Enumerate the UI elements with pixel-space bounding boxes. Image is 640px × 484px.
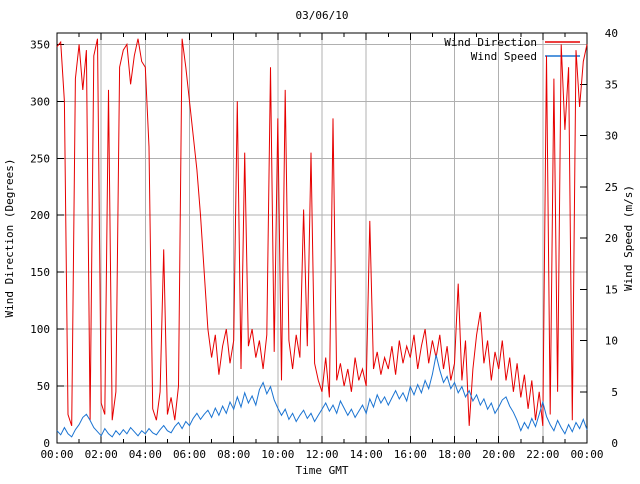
x-tick-label: 18:00 [438, 448, 471, 461]
y-left-tick-label: 0 [43, 437, 50, 450]
x-tick-label: 08:00 [217, 448, 250, 461]
legend-label-wind-direction: Wind Direction [444, 36, 537, 49]
y-right-tick-label: 0 [611, 437, 618, 450]
x-tick-label: 14:00 [350, 448, 383, 461]
legend-label-wind-speed: Wind Speed [471, 50, 537, 63]
y-right-tick-label: 20 [605, 232, 618, 245]
y-left-tick-label: 250 [30, 152, 50, 165]
grid-lines [57, 33, 587, 443]
x-tick-label: 22:00 [526, 448, 559, 461]
y-right-tick-label: 40 [605, 27, 618, 40]
x-tick-label: 00:00 [570, 448, 603, 461]
y-axis-label-right: Wind Speed (m/s) [622, 185, 635, 291]
y-axis-label-left: Wind Direction (Degrees) [3, 159, 16, 318]
x-tick-label: 16:00 [394, 448, 427, 461]
y-right-tick-label: 35 [605, 78, 618, 91]
x-tick-label: 10:00 [261, 448, 294, 461]
x-axis-label: Time GMT [296, 464, 349, 477]
y-left-tick-label: 200 [30, 209, 50, 222]
x-tick-label: 12:00 [305, 448, 338, 461]
y-right-tick-label: 25 [605, 181, 618, 194]
x-tick-label: 06:00 [173, 448, 206, 461]
y-right-tick-label: 30 [605, 130, 618, 143]
chart-title: 03/06/10 [296, 9, 349, 22]
x-tick-label: 04:00 [129, 448, 162, 461]
x-tick-label: 00:00 [40, 448, 73, 461]
axis-tick-labels: 00:00 02:00 04:00 06:00 08:00 10:00 12:00 14:00… [30, 27, 618, 461]
wind-speed-line [56, 354, 588, 438]
y-right-tick-label: 5 [611, 386, 618, 399]
y-left-tick-label: 300 [30, 95, 50, 108]
axis-ticks [56, 32, 588, 444]
y-left-tick-label: 50 [37, 380, 50, 393]
x-tick-label: 02:00 [85, 448, 118, 461]
y-right-tick-label: 10 [605, 335, 618, 348]
y-left-tick-label: 150 [30, 266, 50, 279]
wind-direction-line [56, 38, 588, 427]
legend: Wind Direction Wind Speed [444, 36, 580, 63]
x-tick-label: 20:00 [482, 448, 515, 461]
data-series [56, 38, 588, 438]
y-right-tick-label: 15 [605, 283, 618, 296]
y-left-tick-label: 350 [30, 38, 50, 51]
y-left-tick-label: 100 [30, 323, 50, 336]
